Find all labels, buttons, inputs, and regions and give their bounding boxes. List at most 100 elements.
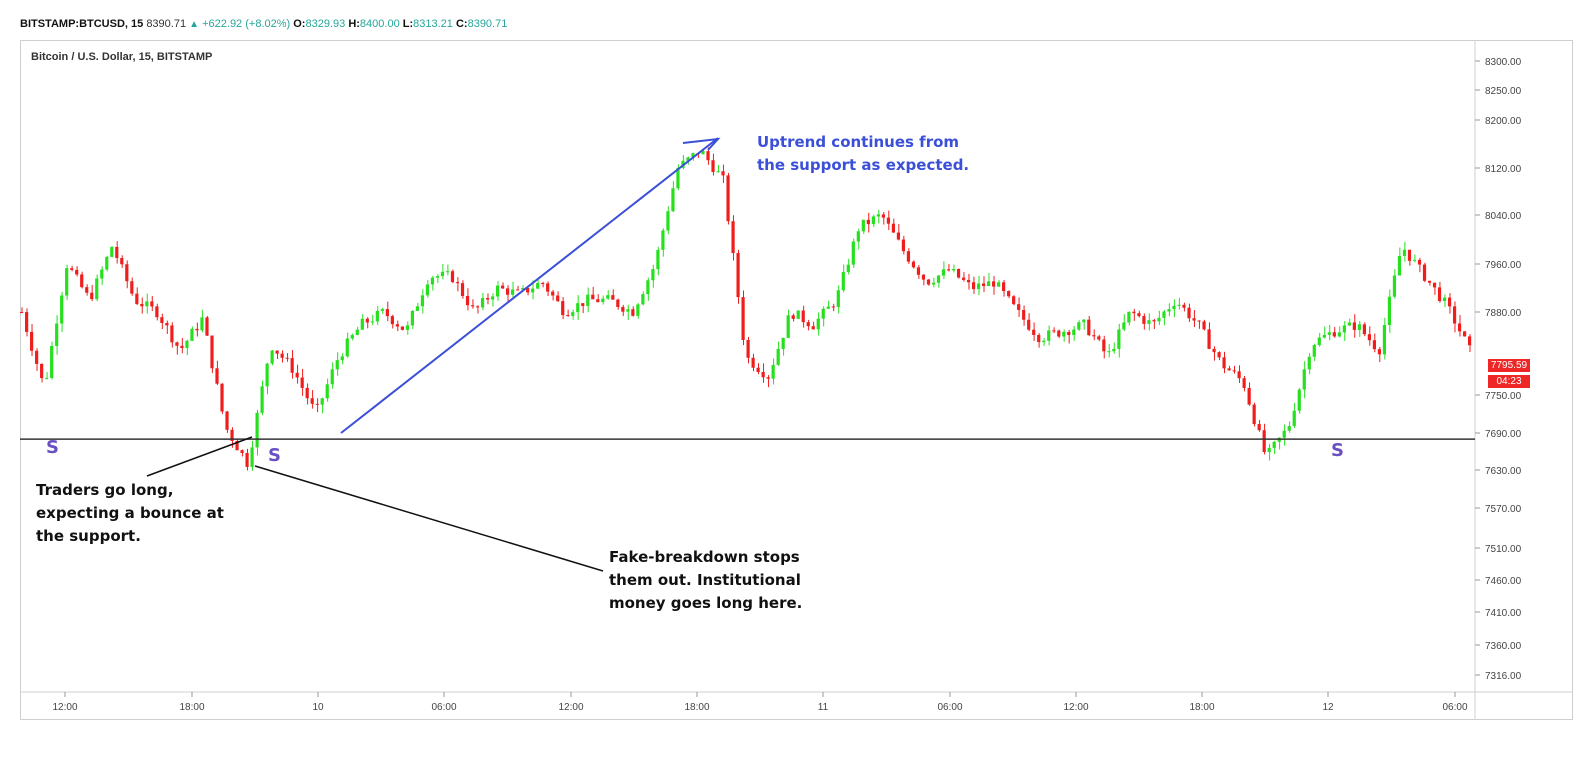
candle-body <box>410 310 415 326</box>
candle-body <box>641 294 645 305</box>
candle-body <box>1352 322 1356 330</box>
candle-body <box>1337 332 1341 337</box>
candle-body <box>70 268 74 270</box>
candle-body <box>295 372 299 378</box>
time-tick-label: 12 <box>1322 702 1334 713</box>
candle-body <box>1077 322 1081 330</box>
candle-body <box>375 310 379 322</box>
candle-body <box>405 325 409 330</box>
candle-body <box>1177 304 1181 306</box>
candle-body <box>1282 430 1286 438</box>
candle-body <box>536 283 540 289</box>
candle-body <box>100 269 104 279</box>
candle-body <box>390 316 394 325</box>
candle-body <box>1382 325 1387 355</box>
time-tick-label: 10 <box>312 702 324 713</box>
candle-body <box>215 368 219 384</box>
low-value: 8313.21 <box>413 18 453 30</box>
candle-body <box>676 167 680 189</box>
candle-body <box>365 318 369 323</box>
candle-body <box>671 188 675 212</box>
candle-body <box>871 216 875 225</box>
time-tick-label: 12:00 <box>558 702 583 713</box>
candle-body <box>440 271 445 277</box>
candle-body <box>175 342 179 346</box>
candle-body <box>290 358 294 373</box>
price-tick-label: 7316.00 <box>1485 671 1522 682</box>
candle-body <box>355 329 359 335</box>
candle-body <box>220 383 224 412</box>
support-marker-1: S <box>46 437 59 458</box>
candle-body <box>1142 316 1146 324</box>
candle-body <box>721 171 725 176</box>
candle-body <box>1407 249 1412 261</box>
candle-body <box>1232 370 1236 372</box>
open-label: O: <box>293 18 306 30</box>
time-tick-label: 18:00 <box>684 702 709 713</box>
candle-body <box>205 317 209 336</box>
candle-body <box>1167 309 1171 312</box>
candle-body <box>185 340 189 349</box>
candle-body <box>931 282 936 285</box>
candle-body <box>1247 387 1251 405</box>
candle-body <box>1252 404 1256 425</box>
candle-body <box>495 285 500 297</box>
candle-body <box>1397 255 1402 276</box>
candle-body <box>951 268 956 271</box>
candle-body <box>235 440 239 451</box>
candle-body <box>1057 330 1061 337</box>
candle-body <box>661 230 665 250</box>
candle-body <box>1052 330 1056 332</box>
candle-body <box>821 308 825 319</box>
candle-body <box>125 264 129 282</box>
candle-body <box>475 306 480 308</box>
candle-body <box>490 296 495 300</box>
candle-body <box>511 289 515 295</box>
candle-body <box>756 367 760 373</box>
time-tick-label: 12:00 <box>52 702 77 713</box>
candle-body <box>1117 329 1121 349</box>
candle-body <box>245 452 249 467</box>
candle-body <box>966 279 971 283</box>
candle-body <box>601 298 605 303</box>
candle-body <box>370 321 374 323</box>
fake-breakdown-annotation: Fake-breakdown stops them out. Instituti… <box>609 548 803 612</box>
candle-body <box>310 398 314 404</box>
candle-body <box>836 290 840 307</box>
candle-body <box>741 297 745 340</box>
candle-body <box>611 295 615 300</box>
candle-body <box>35 350 39 364</box>
candle-body <box>1457 323 1462 332</box>
candle-body <box>701 151 705 155</box>
candle-body <box>345 338 349 357</box>
candle-body <box>971 282 976 290</box>
candle-body <box>791 315 795 319</box>
candle-body <box>95 278 99 300</box>
candle-body <box>450 271 455 283</box>
candle-body <box>1102 339 1106 352</box>
candle-body <box>330 369 334 385</box>
candle-body <box>656 249 660 270</box>
price-tick-label: 7960.00 <box>1485 260 1522 271</box>
close-label: C: <box>455 18 468 30</box>
candle-body <box>1127 311 1131 323</box>
candle-body <box>1192 318 1196 321</box>
candle-body <box>360 318 364 330</box>
chart-frame[interactable] <box>20 40 1573 720</box>
time-tick-label: 12:00 <box>1063 702 1088 713</box>
candle-body <box>786 315 790 338</box>
candle-body <box>1468 336 1472 346</box>
candle-body <box>55 323 59 346</box>
candle-body <box>531 288 535 293</box>
candle-body <box>255 412 259 448</box>
candle-body <box>736 253 740 298</box>
candle-body <box>586 294 590 306</box>
candle-body <box>866 219 870 225</box>
candle-body <box>140 303 144 307</box>
candle-body <box>1462 331 1467 337</box>
candle-body <box>886 217 890 224</box>
candle-body <box>415 306 420 311</box>
candle-body <box>561 301 565 316</box>
countdown-tag: 04:23 <box>1488 375 1530 388</box>
